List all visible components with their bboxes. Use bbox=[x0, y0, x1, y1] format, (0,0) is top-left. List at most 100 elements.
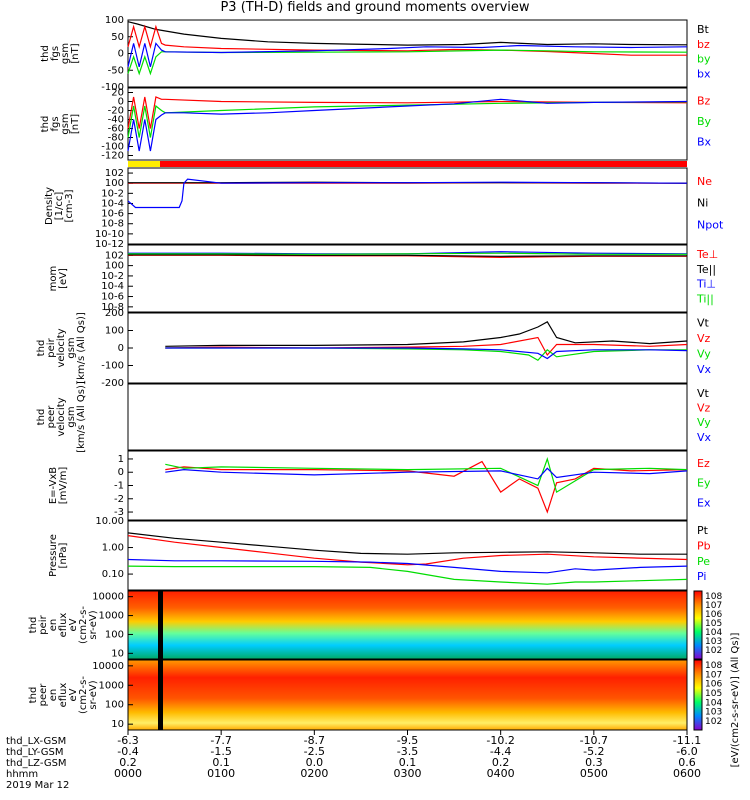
y-tick-label: 10-12 bbox=[95, 239, 124, 250]
series-line-Ey bbox=[165, 457, 688, 494]
y-axis-label: eV bbox=[68, 688, 79, 701]
panel-frame bbox=[127, 383, 688, 451]
y-tick-label: 100 bbox=[105, 629, 124, 640]
colorbar-tick-label: 102 bbox=[705, 646, 722, 656]
series-line-Bz bbox=[127, 96, 688, 129]
panel-frame bbox=[127, 244, 688, 313]
series-line-Pt bbox=[127, 532, 687, 555]
y-tick-label: -60 bbox=[108, 124, 124, 135]
colorbar-tick-label: 107 bbox=[705, 670, 722, 680]
spectrogram-fill bbox=[128, 660, 687, 730]
panel-6 bbox=[127, 383, 688, 451]
y-tick-label: -2 bbox=[114, 494, 124, 505]
legend-entry: Vx bbox=[697, 431, 712, 444]
y-axis-label: gsm bbox=[66, 406, 77, 427]
panel-frame bbox=[127, 590, 688, 660]
colorbar-tick-label: 104 bbox=[705, 698, 722, 708]
series-line-Npot bbox=[127, 178, 688, 209]
y-axis-label: thd bbox=[40, 45, 51, 62]
legend-entry: Vt bbox=[697, 387, 710, 400]
x-tick-label: -10.2 bbox=[486, 734, 514, 747]
y-tick-label: -80 bbox=[108, 133, 124, 144]
x-tick-label: 0.6 bbox=[678, 756, 696, 769]
plot-title: P3 (TH-D) fields and ground moments over… bbox=[220, 0, 530, 15]
x-tick-label: -1.5 bbox=[210, 745, 231, 758]
y-tick-label: 10-4 bbox=[101, 281, 124, 292]
x-tick-label: 0500 bbox=[580, 767, 608, 780]
colorbar-tick-label: 103 bbox=[705, 637, 722, 647]
panel-10 bbox=[127, 659, 703, 731]
legend-entry: Ti|| bbox=[696, 293, 714, 306]
y-axis-label: velocity bbox=[56, 397, 67, 436]
x-tick-label: 0.0 bbox=[306, 756, 324, 769]
y-tick-label: 1 bbox=[118, 454, 124, 465]
legend-entry: Vz bbox=[697, 332, 711, 345]
x-tick-label: 0400 bbox=[487, 767, 515, 780]
series-line-By bbox=[127, 101, 688, 138]
y-axis-label: gsm bbox=[60, 43, 71, 64]
y-axis-label: peer bbox=[46, 405, 57, 429]
x-tick-label: -7.7 bbox=[210, 734, 231, 747]
legend-entry: Te|| bbox=[696, 263, 716, 276]
series-line-Bx bbox=[127, 98, 688, 152]
x-tick-label: 0200 bbox=[300, 767, 328, 780]
y-axis-label: (cm2-s- bbox=[78, 606, 89, 644]
legend-entry: bz bbox=[697, 38, 710, 51]
y-axis-label: [eV] bbox=[58, 268, 69, 289]
legend-entry: Pi bbox=[697, 570, 706, 583]
y-tick-label: 0.10 bbox=[102, 569, 124, 580]
y-tick-label: 10-2 bbox=[101, 271, 124, 282]
y-tick-label: 200 bbox=[105, 308, 124, 319]
legend-entry: Ne bbox=[697, 175, 712, 188]
series-line-Ex bbox=[165, 467, 688, 480]
legend-entry: Vx bbox=[697, 363, 712, 376]
legend-entry: Ez bbox=[697, 457, 710, 470]
y-tick-label: -100 bbox=[101, 82, 124, 93]
x-tick-label: -6.0 bbox=[676, 745, 697, 758]
y-axis-label: peir bbox=[38, 614, 49, 634]
x-tick-label: -0.4 bbox=[117, 745, 138, 758]
colorbar-tick-label: 103 bbox=[705, 708, 722, 718]
y-tick-label: -40 bbox=[108, 115, 124, 126]
y-tick-label: 102 bbox=[105, 168, 124, 179]
y-axis-label: [km/s (All Qs)] bbox=[76, 312, 87, 384]
y-tick-label: 0 bbox=[118, 49, 124, 60]
y-tick-label: 0 bbox=[118, 467, 124, 478]
y-tick-label: 10-10 bbox=[95, 229, 124, 240]
panel-frame bbox=[127, 167, 688, 245]
y-axis-label: eflux bbox=[58, 613, 69, 638]
colorbar-tick-label: 108 bbox=[705, 661, 722, 671]
colorbar-tick-label: 105 bbox=[705, 619, 722, 629]
y-tick-label: 1.00 bbox=[102, 543, 124, 554]
y-axis-label: [1/cc] bbox=[54, 192, 65, 221]
status-bar-yellow bbox=[128, 161, 160, 167]
x-tick-label: 0.1 bbox=[212, 756, 230, 769]
y-axis-label: [nT] bbox=[70, 114, 81, 134]
y-axis-label: gsm bbox=[60, 113, 71, 134]
y-tick-label: 10-6 bbox=[101, 209, 124, 220]
x-tick-label: -4.4 bbox=[490, 745, 511, 758]
y-tick-label: 1000 bbox=[99, 680, 124, 691]
y-tick-label: 10 bbox=[111, 719, 124, 730]
y-axis-label: sr-eV) bbox=[88, 610, 99, 639]
y-axis-label: [km/s (All Qs)] bbox=[76, 381, 87, 453]
y-tick-label: 10-4 bbox=[101, 198, 124, 209]
y-axis-label: en bbox=[48, 689, 59, 702]
series-line-Vt bbox=[165, 320, 688, 347]
footer-row-label: thd_LY-GSM bbox=[6, 747, 63, 758]
data-gap-stripe bbox=[158, 660, 163, 730]
series-line-Vx bbox=[165, 347, 688, 360]
y-tick-label: 10000 bbox=[92, 661, 124, 672]
y-axis-label: mom bbox=[48, 266, 59, 292]
colorbar-tick-label: 106 bbox=[705, 680, 722, 690]
panel-frame bbox=[127, 87, 688, 161]
y-tick-label: 100 bbox=[105, 700, 124, 711]
x-tick-label: 0300 bbox=[394, 767, 422, 780]
y-tick-label: 10 bbox=[111, 648, 124, 659]
panel-frame bbox=[127, 450, 688, 521]
y-axis-label: peir bbox=[46, 337, 57, 357]
panel-2 bbox=[127, 87, 688, 161]
colorbar-tick-label: 105 bbox=[705, 689, 722, 699]
y-tick-label: -100 bbox=[101, 142, 124, 153]
